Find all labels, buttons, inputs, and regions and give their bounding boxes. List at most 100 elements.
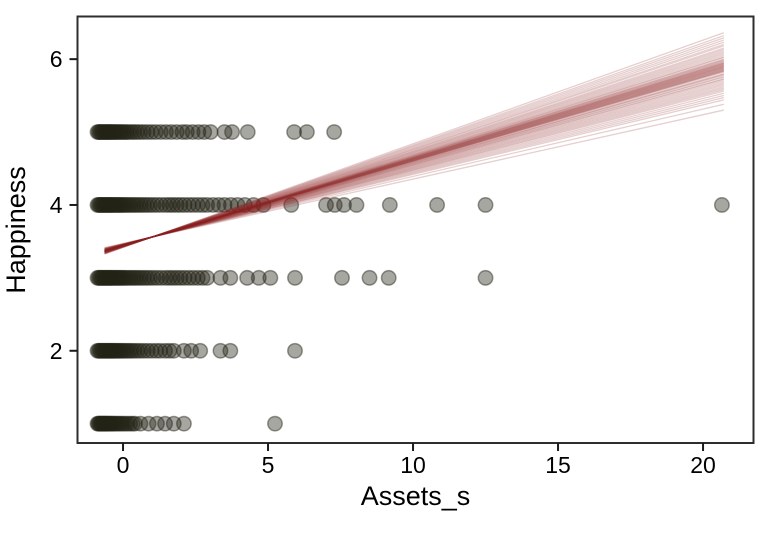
data-point: [713, 197, 730, 213]
data-point: [96, 415, 113, 432]
data-point: [103, 124, 120, 141]
data-point: [348, 197, 365, 213]
data-point: [108, 197, 125, 213]
data-point: [164, 197, 181, 213]
axis-ticks: [69, 58, 705, 451]
data-point: [165, 342, 182, 359]
data-point: [222, 197, 239, 213]
data-point: [91, 269, 108, 286]
data-point: [94, 124, 111, 141]
data-point: [149, 415, 165, 432]
data-point: [133, 269, 149, 286]
data-point: [124, 415, 141, 432]
regression-line: [104, 70, 724, 252]
data-point: [380, 269, 397, 286]
data-point: [112, 415, 129, 432]
data-point: [94, 197, 111, 213]
data-point: [183, 342, 200, 359]
data-point: [194, 197, 211, 213]
regression-line: [104, 41, 724, 254]
data-point: [101, 124, 118, 141]
data-point: [98, 124, 115, 141]
regression-line: [104, 45, 724, 254]
data-point: [98, 342, 115, 359]
x-axis-title: Assets_s: [361, 481, 471, 511]
data-point: [163, 124, 180, 141]
data-point: [102, 342, 119, 359]
regression-line: [104, 54, 724, 253]
data-point: [103, 415, 120, 432]
regression-line: [104, 62, 724, 252]
y-tick-label: 4: [50, 192, 63, 218]
data-point: [262, 269, 279, 286]
data-point: [152, 342, 169, 359]
data-point: [174, 124, 191, 141]
data-point: [105, 342, 122, 359]
x-tick-label: 20: [690, 452, 716, 478]
data-point: [336, 197, 352, 213]
data-point: [149, 269, 166, 286]
regression-line: [104, 65, 724, 252]
data-point: [202, 124, 219, 141]
regression-line: [104, 64, 724, 252]
data-point: [103, 269, 120, 286]
data-point: [125, 269, 142, 286]
data-point: [111, 415, 127, 432]
data-point: [185, 197, 202, 213]
data-point: [114, 124, 131, 141]
data-point: [89, 342, 106, 359]
data-point: [101, 269, 118, 286]
data-point: [175, 342, 192, 359]
data-point: [148, 342, 165, 359]
data-point: [326, 124, 343, 141]
data-point: [129, 124, 145, 141]
regression-line: [104, 97, 724, 250]
regression-line: [104, 49, 724, 254]
data-point: [287, 269, 303, 286]
data-point: [94, 415, 111, 432]
data-point: [107, 415, 124, 432]
data-point: [113, 269, 130, 286]
data-point: [216, 124, 233, 141]
data-point: [93, 124, 109, 141]
data-point: [190, 124, 207, 141]
data-point: [326, 197, 343, 213]
regression-line: [104, 73, 724, 252]
data-point: [94, 269, 111, 286]
data-point: [111, 197, 128, 213]
data-point: [229, 197, 246, 213]
data-point: [147, 124, 164, 141]
data-point: [250, 269, 267, 286]
regression-line: [104, 83, 724, 251]
data-point: [168, 197, 185, 213]
data-point: [135, 269, 152, 286]
data-point: [97, 197, 114, 213]
data-point: [192, 342, 209, 359]
data-point: [361, 269, 378, 286]
data-point: [93, 415, 109, 432]
regression-line: [104, 43, 724, 254]
data-point: [111, 124, 127, 141]
data-point: [145, 269, 162, 286]
data-point: [93, 415, 110, 432]
x-tick-label: 0: [117, 452, 130, 478]
data-point: [104, 197, 121, 213]
data-point: [103, 197, 120, 213]
data-point: [204, 197, 221, 213]
data-point: [115, 342, 131, 359]
data-point: [129, 342, 146, 359]
data-point: [176, 197, 193, 213]
regression-line: [104, 90, 724, 250]
data-point: [104, 415, 121, 432]
data-point: [287, 342, 303, 359]
data-point: [127, 269, 144, 286]
data-points-layer: [89, 124, 730, 432]
regression-line: [104, 65, 724, 252]
data-point: [100, 124, 116, 141]
data-point: [239, 269, 256, 286]
regression-line: [104, 68, 724, 252]
data-point: [196, 124, 213, 141]
data-point: [113, 342, 130, 359]
